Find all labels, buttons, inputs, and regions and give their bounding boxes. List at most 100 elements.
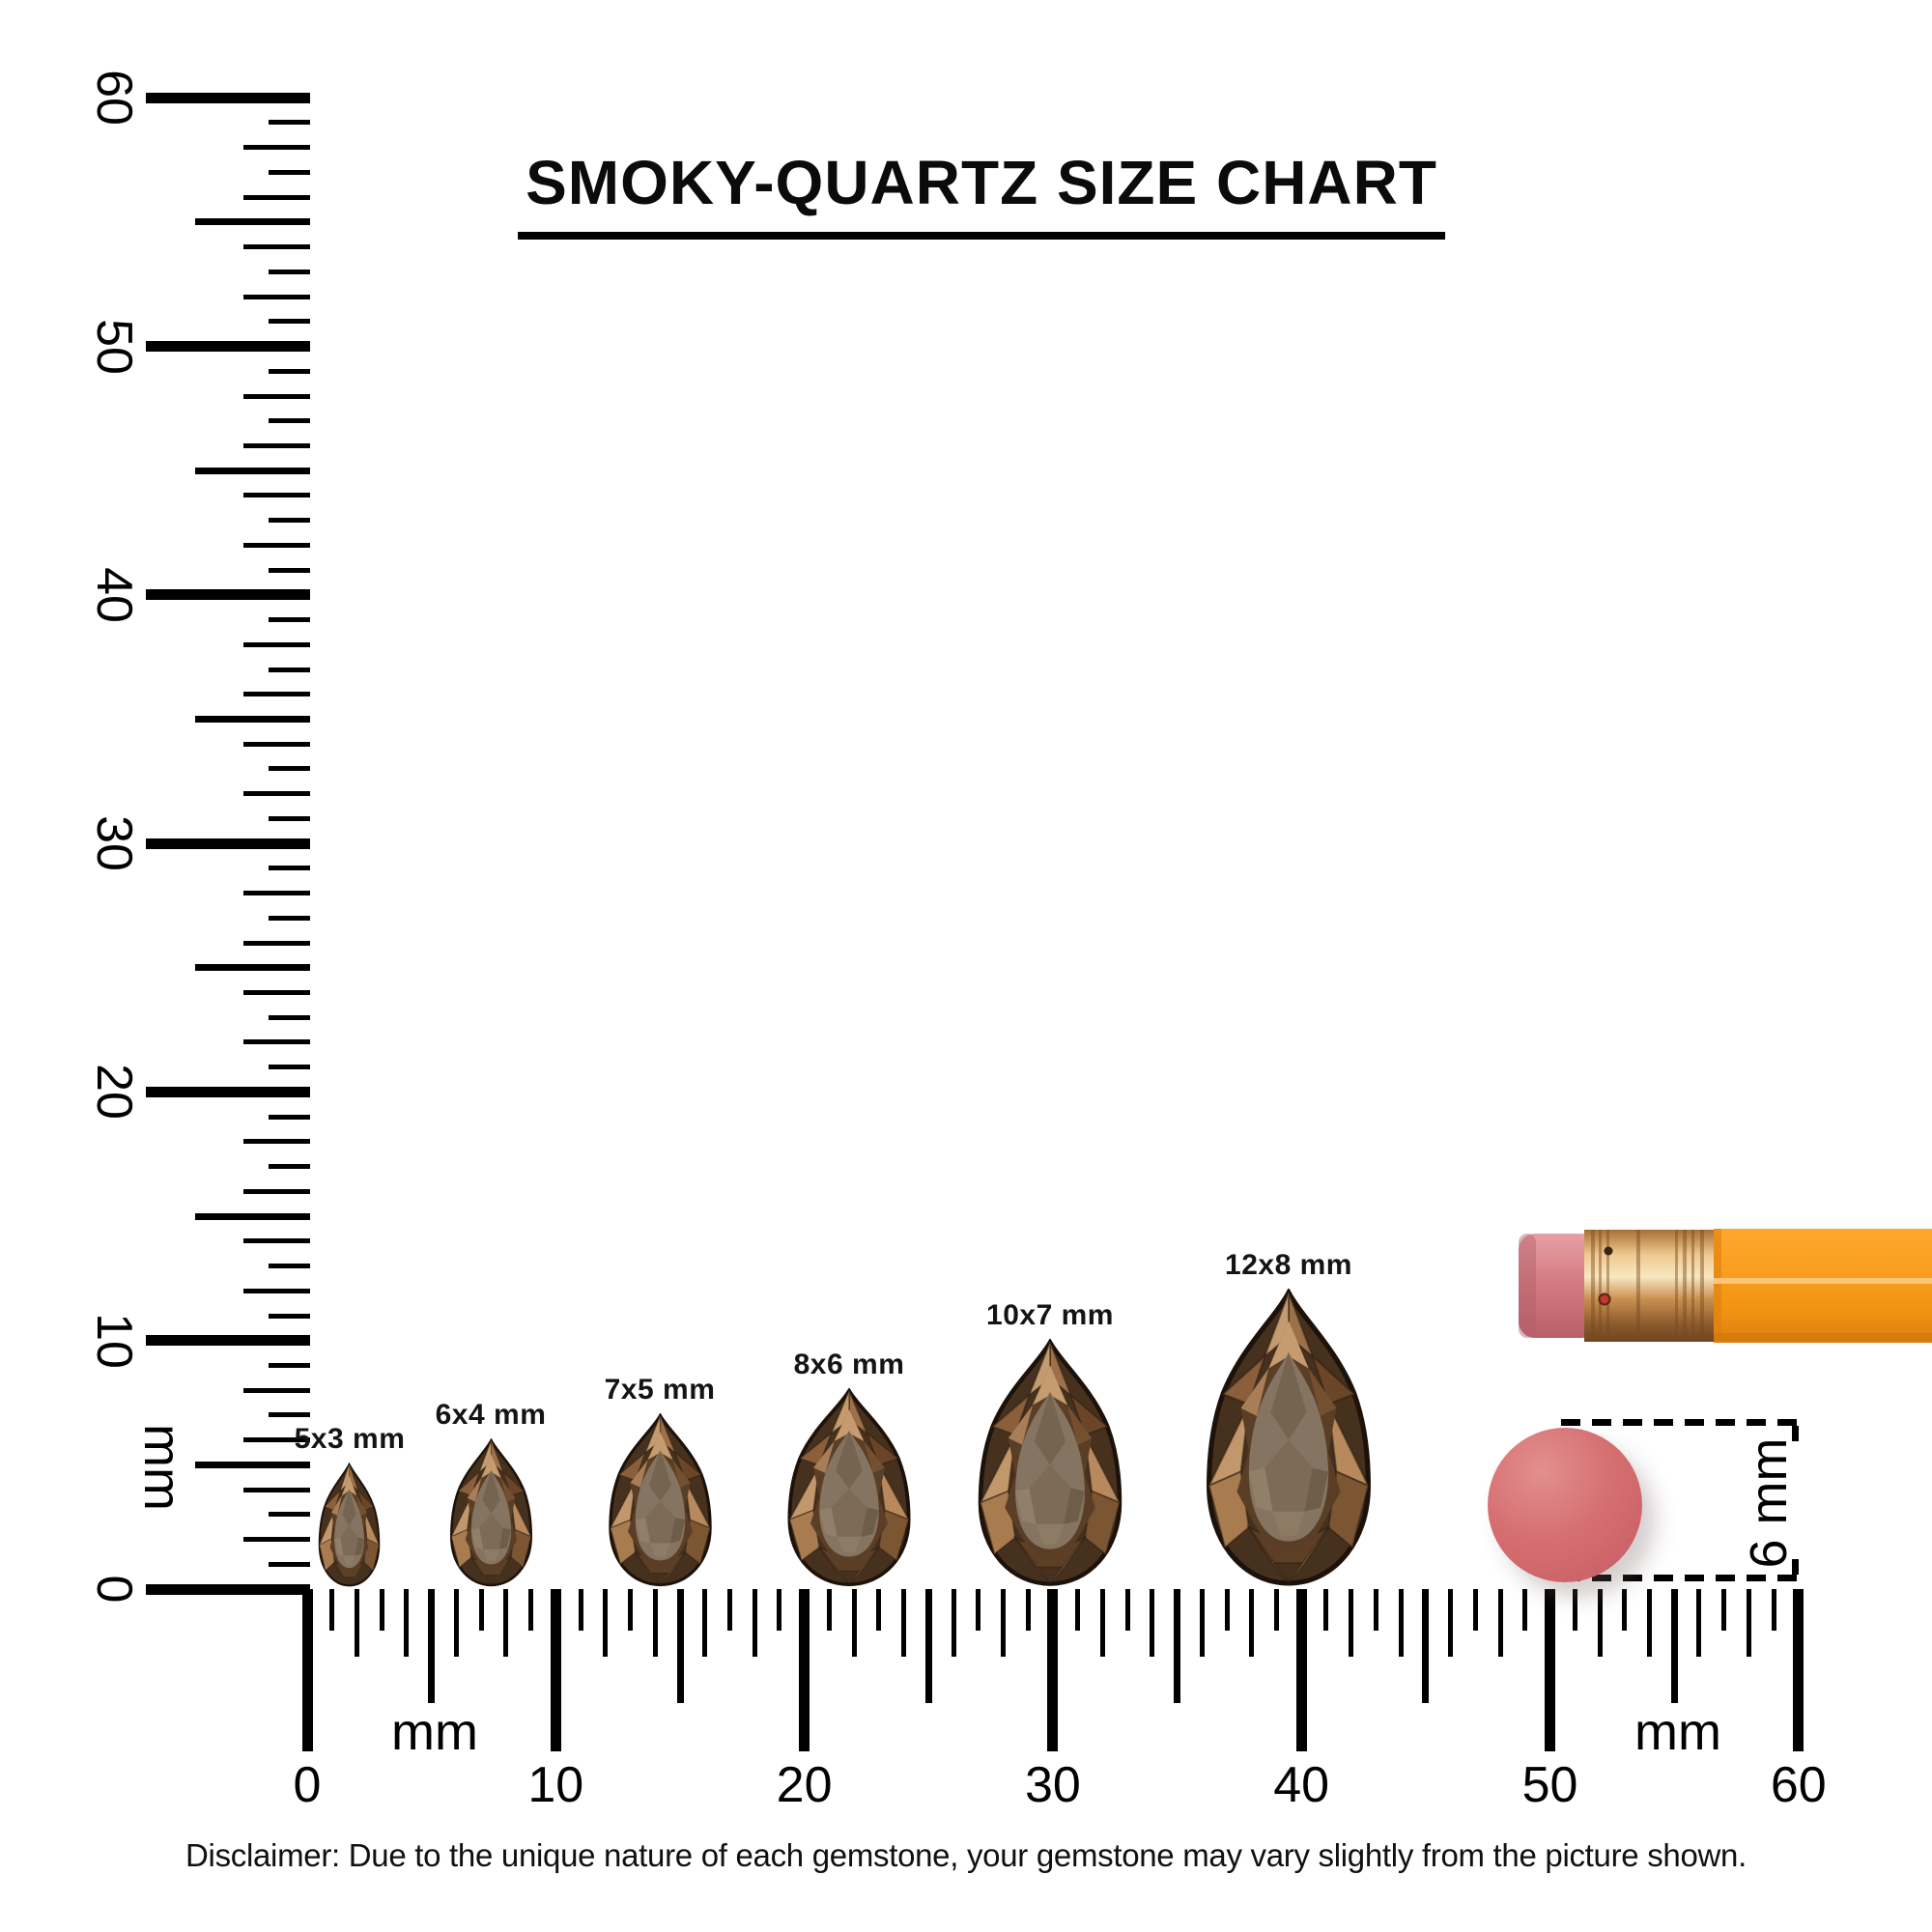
ruler-tick [146, 92, 310, 103]
ruler-tick [243, 641, 310, 647]
ruler-tick [243, 940, 310, 946]
ruler-tick [901, 1589, 906, 1657]
ruler-tick [1249, 1589, 1255, 1657]
ruler-tick [243, 1188, 310, 1194]
ruler-tick [355, 1589, 359, 1657]
ruler-tick [503, 1589, 509, 1657]
ruler-tick [269, 915, 310, 921]
ruler-tick [146, 341, 310, 352]
ruler-tick [195, 715, 310, 723]
ruler-tick [1099, 1589, 1105, 1657]
ruler-tick [1150, 1589, 1155, 1657]
ruler-tick [1422, 1589, 1430, 1703]
ruler-tick [550, 1589, 561, 1751]
horizontal-ruler-unit-label-right: mm [1634, 1703, 1721, 1761]
ruler-tick [269, 518, 310, 524]
ruler-tick [1472, 1589, 1478, 1631]
eraser-top-view [1488, 1428, 1642, 1582]
ruler-tick [243, 442, 310, 448]
ruler-tick [269, 1164, 310, 1170]
ruler-tick [146, 838, 310, 849]
ruler-tick [146, 1086, 310, 1097]
ruler-tick [726, 1589, 732, 1631]
ruler-tick [428, 1589, 436, 1703]
ruler-tick [195, 1212, 310, 1220]
ruler-tick [1793, 1589, 1804, 1751]
gem-size-label: 12x8 mm [1225, 1249, 1352, 1281]
ruler-tick [269, 368, 310, 374]
ruler-tick [269, 1512, 310, 1518]
ruler-tick [243, 244, 310, 250]
ruler-tick [243, 145, 310, 151]
eraser-diameter-label: 6 mm [1740, 1437, 1798, 1569]
ruler-tick [269, 866, 310, 871]
ruler-tick [1047, 1589, 1059, 1751]
gem-size-label: 10x7 mm [986, 1299, 1114, 1331]
ruler-number: 40 [86, 566, 142, 623]
ruler-tick [243, 990, 310, 995]
ruler-tick [269, 1065, 310, 1070]
ruler-number: 20 [86, 1064, 142, 1121]
ruler-tick [243, 891, 310, 896]
ruler-tick [1696, 1589, 1702, 1657]
dimension-line-bottom [1561, 1575, 1799, 1581]
ruler-tick [453, 1589, 459, 1657]
ruler-tick [269, 1561, 310, 1567]
ruler-tick [528, 1589, 534, 1631]
ruler-tick [146, 1583, 310, 1595]
ruler-tick [146, 589, 310, 601]
ruler-tick [301, 1589, 313, 1751]
ruler-tick [799, 1589, 810, 1751]
ruler-tick [243, 1238, 310, 1244]
ruler-tick [243, 1437, 310, 1443]
dimension-line-top [1561, 1419, 1799, 1426]
ruler-number: 30 [86, 815, 142, 872]
ruler-tick [195, 467, 310, 474]
ruler-tick [1646, 1589, 1652, 1657]
ruler-tick [976, 1589, 981, 1631]
ruler-tick [628, 1589, 633, 1631]
gem-size-label: 7x5 mm [604, 1374, 716, 1406]
page-title: SMOKY-QUARTZ SIZE CHART [518, 147, 1445, 240]
ruler-tick [478, 1589, 484, 1631]
ruler-number: 30 [1024, 1757, 1081, 1813]
ruler-tick [243, 194, 310, 200]
ruler-tick [269, 1264, 310, 1268]
ruler-tick [269, 567, 310, 573]
ruler-tick [243, 1537, 310, 1542]
pencil-ferrule [1584, 1230, 1719, 1342]
ruler-tick [1670, 1589, 1678, 1703]
disclaimer-text: Disclaimer: Due to the unique nature of … [185, 1837, 1747, 1873]
ruler-tick [752, 1589, 757, 1657]
ruler-tick [243, 741, 310, 747]
ruler-tick [851, 1589, 857, 1657]
ruler-number: 50 [1521, 1757, 1578, 1813]
ruler-tick [243, 1139, 310, 1145]
ruler-tick [269, 766, 310, 772]
ruler-tick [243, 791, 310, 797]
ruler-tick [269, 1014, 310, 1020]
ruler-tick [1746, 1589, 1751, 1657]
ruler-tick [329, 1589, 335, 1631]
ruler-number: 0 [293, 1757, 322, 1813]
ruler-tick [1497, 1589, 1503, 1657]
ruler-tick [243, 1387, 310, 1393]
ruler-tick [578, 1589, 583, 1631]
dimension-line-end-top [1792, 1426, 1799, 1441]
ruler-tick [1124, 1589, 1130, 1631]
ruler-tick [1295, 1589, 1307, 1751]
ruler-tick [269, 319, 310, 325]
ruler-tick [1597, 1589, 1603, 1657]
gem-size-label: 8x6 mm [793, 1349, 905, 1380]
ruler-number: 60 [1770, 1757, 1827, 1813]
gem-illustration [963, 1339, 1137, 1587]
ruler-tick [379, 1589, 384, 1631]
ruler-number: 40 [1273, 1757, 1330, 1813]
ruler-tick [1323, 1589, 1329, 1631]
ruler-tick [1522, 1589, 1528, 1631]
ruler-tick [243, 542, 310, 548]
ruler-tick [1174, 1589, 1181, 1703]
ruler-tick [243, 493, 310, 498]
ruler-tick [269, 815, 310, 821]
